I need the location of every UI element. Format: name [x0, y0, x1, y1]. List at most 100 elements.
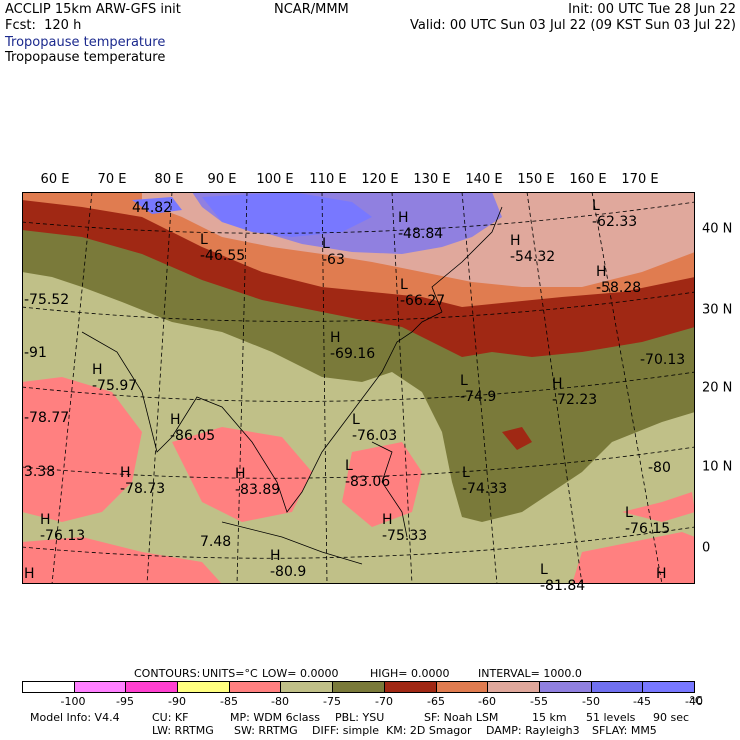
map-annotation: L -76.03: [352, 412, 398, 444]
colorbar-label: -95: [116, 695, 134, 708]
map-annotation: H -75.33: [382, 512, 428, 544]
colorbar-swatch: [126, 682, 179, 692]
map-annotation: L -62.33: [592, 198, 638, 230]
colorbar-swatch: [591, 682, 644, 692]
colorbar-label: -60: [478, 695, 496, 708]
footer-mp: MP: WDM 6class: [230, 711, 320, 724]
lat-label: 0: [702, 540, 711, 556]
map-annotation: H -78.73: [120, 465, 166, 497]
footer-levels: 51 levels: [586, 711, 636, 724]
contours-high: HIGH= 0.0000: [370, 667, 450, 680]
lon-label: 170 E: [621, 172, 659, 187]
map-annotation: 3.38: [24, 464, 56, 480]
colorbar: [22, 681, 695, 693]
colorbar-swatch: [281, 682, 334, 692]
map-annotation: H -72.23: [552, 376, 598, 408]
footer-diff: DIFF: simple: [312, 724, 380, 737]
lat-label: 30 N: [702, 302, 733, 318]
map-annotation: -78.77: [24, 410, 70, 426]
tropopause-temperature-map: [22, 192, 695, 584]
colorbar-swatch: [436, 682, 489, 692]
band-70-to-65: [22, 222, 695, 522]
footer-pbl: PBL: YSU: [335, 711, 385, 724]
org-label: NCAR/MMM: [274, 2, 349, 17]
colorbar-swatch: [229, 682, 282, 692]
field-title: Tropopause temperature: [5, 50, 166, 65]
footer-sw: SW: RRTMG: [234, 724, 298, 737]
colorbar-swatch: [178, 682, 230, 692]
lon-label: 80 E: [154, 172, 184, 187]
lon-label: 150 E: [517, 172, 555, 187]
map-panel: [22, 192, 695, 584]
band-85-to-80: [572, 532, 695, 584]
lon-label: 90 E: [207, 172, 237, 187]
coastlines: [81, 206, 503, 565]
colorbar-unit: °C: [689, 694, 703, 707]
colorbar-swatch: [23, 682, 75, 692]
colorbar-label: -70: [375, 695, 393, 708]
lon-label: 60 E: [40, 172, 70, 187]
map-annotation: H -58.28: [596, 264, 642, 296]
map-annotation: H -80.9: [270, 548, 307, 580]
footer-damp: DAMP: Rayleigh3: [486, 724, 580, 737]
footer-cu: CU: KF: [152, 711, 189, 724]
band-65-to-60: [502, 427, 532, 450]
contours-label: CONTOURS:: [134, 667, 201, 680]
map-annotation: H -83.89: [235, 466, 281, 498]
lat-label: 10 N: [702, 459, 733, 475]
map-annotation: -91: [24, 345, 47, 361]
map-annotation: L -74.33: [462, 465, 508, 497]
map-annotation: H -54.32: [510, 233, 556, 265]
contours-interval: INTERVAL= 1000.0: [478, 667, 582, 680]
band-85-to-80: [22, 537, 222, 584]
lat-label: 20 N: [702, 380, 733, 396]
map-annotation: -80: [648, 460, 671, 476]
band-45-to-40: [202, 192, 372, 237]
colorbar-label: -65: [427, 695, 445, 708]
band-45-to-40: [132, 197, 182, 214]
colorbar-swatch: [539, 682, 592, 692]
map-annotation: L -74.9: [460, 373, 497, 405]
map-annotation: -70.13: [640, 352, 686, 368]
colorbar-label: -90: [168, 695, 186, 708]
colorbar-label: -40: [685, 695, 703, 708]
colorbar-swatch: [643, 682, 694, 692]
footer-km: KM: 2D Smagor: [386, 724, 472, 737]
contours-units: UNITS=°C: [202, 667, 258, 680]
lon-label: 110 E: [309, 172, 347, 187]
band-85-to-80: [22, 377, 142, 522]
lon-label: 100 E: [256, 172, 294, 187]
colorbar-label: -80: [271, 695, 289, 708]
map-annotation: H -76.13: [40, 512, 86, 544]
map-annotation: H -86.05: [170, 412, 216, 444]
grid-lines: [22, 192, 695, 584]
colorbar-label: -45: [633, 695, 651, 708]
colorbar-swatch: [333, 682, 385, 692]
footer-sflay: SFLAY: MM5: [592, 724, 657, 737]
colorbar-swatch: [74, 682, 127, 692]
map-annotation: 44.82: [132, 200, 173, 216]
colorbar-label: -55: [530, 695, 548, 708]
band-85-to-80: [622, 492, 695, 522]
lat-label: 40 N: [702, 221, 733, 237]
colorbar-label: -100: [60, 695, 86, 708]
footer-lw: LW: RRTMG: [152, 724, 214, 737]
map-annotation: H -69.16: [330, 330, 376, 362]
map-annotation: H: [24, 566, 35, 582]
footer-resolution: 15 km: [532, 711, 567, 724]
map-annotation: L -63: [322, 236, 345, 268]
footer-sf: SF: Noah LSM: [424, 711, 499, 724]
map-annotation: 7.48: [200, 534, 232, 550]
footer-timestep: 90 sec: [653, 711, 690, 724]
map-annotation: L -81.84: [540, 562, 586, 594]
forecast-hour: Fcst: 120 h: [5, 18, 82, 33]
model-title: ACCLIP 15km ARW-GFS init: [5, 2, 181, 17]
contours-low: LOW= 0.0000: [262, 667, 339, 680]
map-annotation: L -66.27: [400, 277, 446, 309]
lon-label: 70 E: [97, 172, 127, 187]
colorbar-swatch: [384, 682, 437, 692]
map-annotation: H: [656, 566, 667, 582]
map-annotation: L -46.55: [200, 232, 246, 264]
colorbar-label: -75: [323, 695, 341, 708]
lon-label: 130 E: [413, 172, 451, 187]
